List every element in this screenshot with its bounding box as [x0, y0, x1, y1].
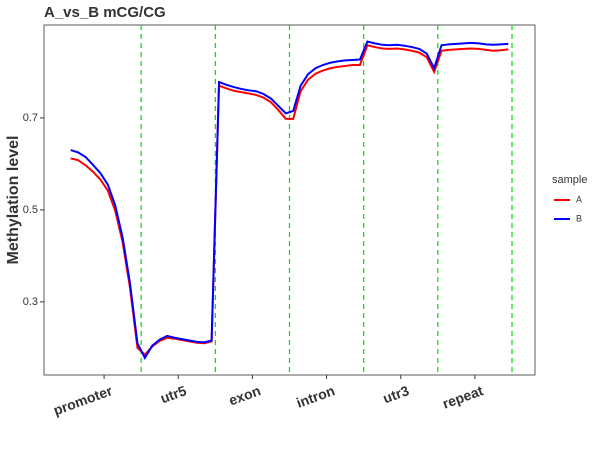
- y-tick-label: 0.5: [23, 204, 38, 216]
- series-line: [70, 40, 509, 361]
- x-tick-label: utr3: [381, 382, 412, 406]
- legend-label: B: [576, 213, 582, 223]
- legend-label: A: [576, 194, 582, 204]
- y-tick-label: 0.3: [23, 296, 38, 308]
- x-tick-label: exon: [227, 382, 263, 408]
- x-tick-label: intron: [294, 382, 337, 411]
- x-tick-label: utr5: [158, 382, 189, 406]
- y-axis-label: Methylation level: [5, 136, 22, 265]
- chart-title: A_vs_B mCG/CG: [44, 4, 166, 21]
- legend-title: sample: [552, 174, 587, 186]
- x-tick-label: promoter: [51, 382, 115, 418]
- x-tick-label: repeat: [440, 382, 485, 412]
- y-tick-label: 0.7: [23, 112, 38, 124]
